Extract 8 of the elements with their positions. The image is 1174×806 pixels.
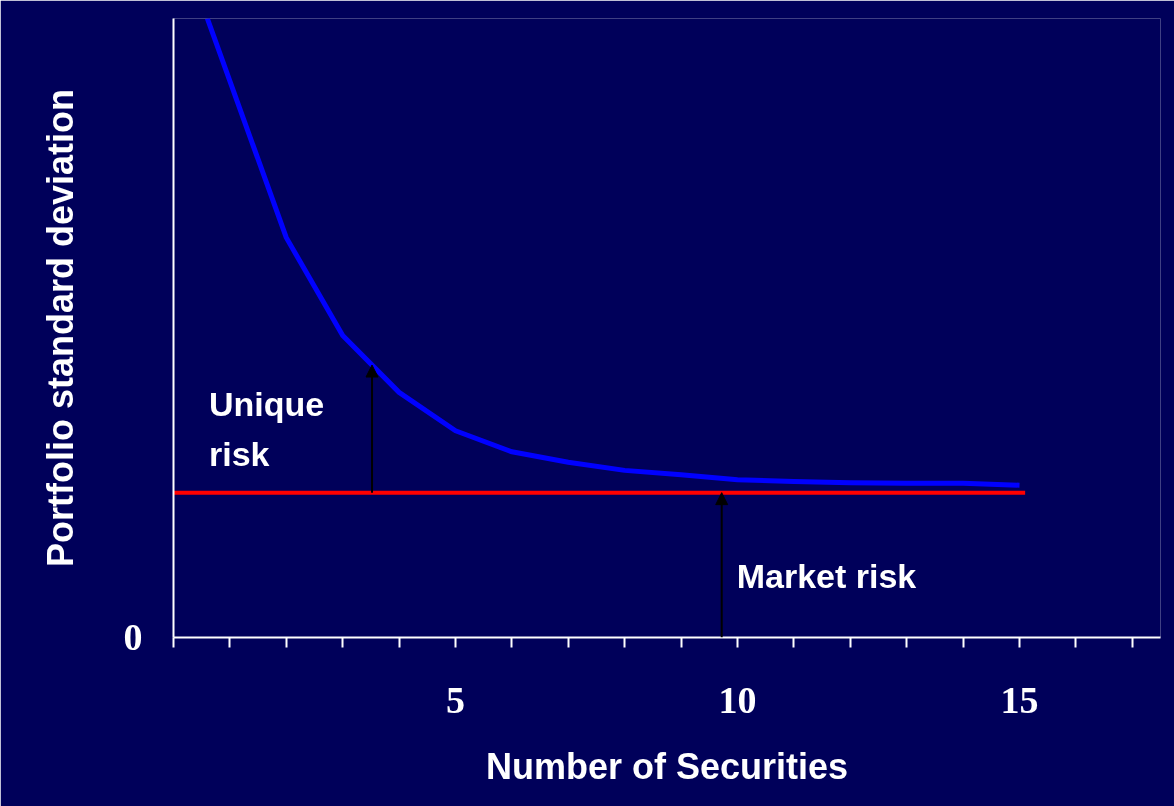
annotation: Unique risk: [209, 385, 325, 473]
annotation: Market risk: [736, 556, 917, 595]
x-tick-label: 10: [718, 678, 757, 721]
y-axis-title: Portfolio standard deviation: [39, 88, 81, 568]
text: 0: [123, 616, 143, 658]
x-axis-title: Number of Securities: [485, 745, 849, 787]
x-tick-label: 5: [446, 678, 465, 721]
x-tick-label: 15: [1000, 678, 1039, 721]
